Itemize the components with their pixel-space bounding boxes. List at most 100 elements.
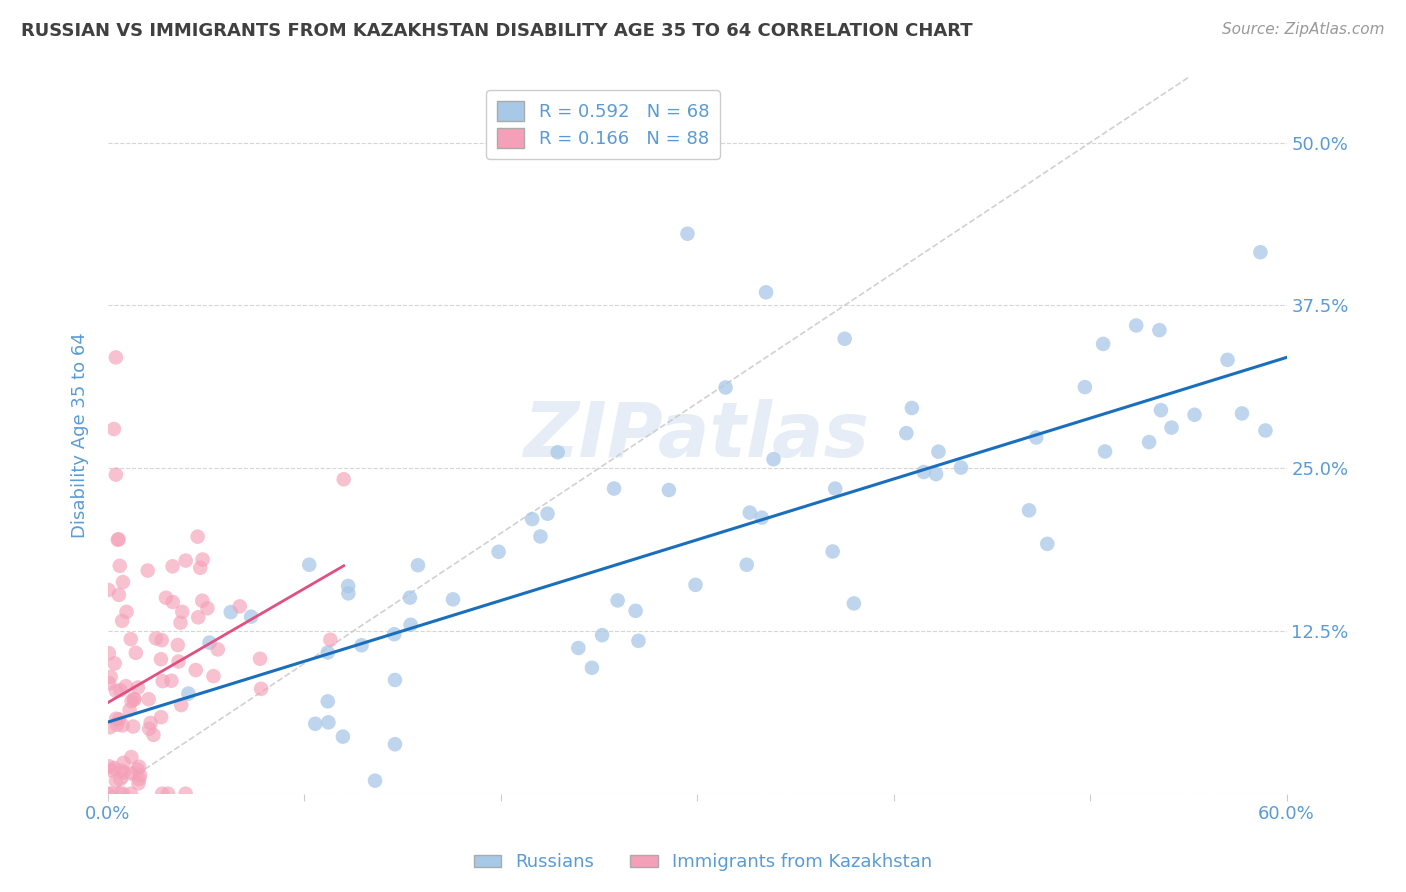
Immigrants from Kazakhstan xyxy=(100,670,122,684)
Immigrants from Kazakhstan xyxy=(118,703,141,717)
Immigrants from Kazakhstan xyxy=(103,761,125,775)
Immigrants from Kazakhstan xyxy=(128,760,150,774)
Immigrants from Kazakhstan xyxy=(120,750,142,764)
Immigrants from Kazakhstan xyxy=(160,673,183,688)
Immigrants from Kazakhstan xyxy=(129,768,152,782)
Immigrants from Kazakhstan xyxy=(104,773,127,788)
Immigrants from Kazakhstan xyxy=(122,692,145,706)
Immigrants from Kazakhstan xyxy=(121,694,143,708)
Immigrants from Kazakhstan xyxy=(202,669,225,683)
Immigrants from Kazakhstan xyxy=(110,787,132,801)
Russians xyxy=(1074,380,1097,394)
Immigrants from Kazakhstan xyxy=(105,717,128,731)
Russians xyxy=(1254,424,1277,438)
Russians xyxy=(824,482,846,496)
Immigrants from Kazakhstan xyxy=(197,601,219,615)
Immigrants from Kazakhstan xyxy=(157,787,180,801)
Immigrants from Kazakhstan xyxy=(187,530,209,544)
Immigrants from Kazakhstan xyxy=(98,676,121,690)
Russians xyxy=(384,673,406,687)
Immigrants from Kazakhstan xyxy=(111,787,134,801)
Russians xyxy=(441,592,464,607)
Immigrants from Kazakhstan xyxy=(162,595,184,609)
Russians xyxy=(1094,444,1116,458)
Russians xyxy=(1092,337,1115,351)
Russians xyxy=(399,591,422,605)
Russians xyxy=(751,510,773,524)
Russians xyxy=(1160,420,1182,434)
Russians xyxy=(627,633,650,648)
Immigrants from Kazakhstan xyxy=(97,787,120,801)
Immigrants from Kazakhstan xyxy=(150,787,173,801)
Russians xyxy=(927,444,949,458)
Immigrants from Kazakhstan xyxy=(229,599,252,614)
Russians xyxy=(567,640,589,655)
Immigrants from Kazakhstan xyxy=(112,766,135,780)
Russians xyxy=(240,609,263,624)
Russians xyxy=(738,506,761,520)
Immigrants from Kazakhstan xyxy=(172,605,194,619)
Russians xyxy=(198,635,221,649)
Immigrants from Kazakhstan xyxy=(104,467,127,482)
Russians xyxy=(536,507,558,521)
Immigrants from Kazakhstan xyxy=(191,593,214,607)
Russians xyxy=(1125,318,1147,333)
Immigrants from Kazakhstan xyxy=(162,559,184,574)
Immigrants from Kazakhstan xyxy=(111,764,134,778)
Russians xyxy=(219,605,242,619)
Russians xyxy=(834,332,856,346)
Russians xyxy=(842,596,865,610)
Immigrants from Kazakhstan xyxy=(103,422,125,436)
Immigrants from Kazakhstan xyxy=(207,642,229,657)
Immigrants from Kazakhstan xyxy=(105,712,128,726)
Immigrants from Kazakhstan xyxy=(111,575,134,590)
Russians xyxy=(316,645,339,659)
Russians xyxy=(1149,323,1171,337)
Russians xyxy=(925,467,948,482)
Immigrants from Kazakhstan xyxy=(152,674,174,689)
Russians xyxy=(950,460,973,475)
Russians xyxy=(685,578,707,592)
Russians xyxy=(676,227,699,241)
Immigrants from Kazakhstan xyxy=(108,558,131,573)
Russians xyxy=(399,617,422,632)
Immigrants from Kazakhstan xyxy=(108,588,131,602)
Immigrants from Kazakhstan xyxy=(98,720,121,734)
Russians xyxy=(1025,430,1047,444)
Immigrants from Kazakhstan xyxy=(97,646,120,660)
Russians xyxy=(364,773,387,788)
Russians xyxy=(624,604,647,618)
Legend: Russians, Immigrants from Kazakhstan: Russians, Immigrants from Kazakhstan xyxy=(467,847,939,879)
Russians xyxy=(658,483,681,497)
Immigrants from Kazakhstan xyxy=(110,683,132,698)
Russians xyxy=(384,737,406,751)
Immigrants from Kazakhstan xyxy=(104,683,127,698)
Russians xyxy=(591,628,613,642)
Russians xyxy=(1137,435,1160,450)
Russians xyxy=(316,694,339,708)
Immigrants from Kazakhstan xyxy=(100,764,122,778)
Immigrants from Kazakhstan xyxy=(166,638,188,652)
Russians xyxy=(821,544,844,558)
Immigrants from Kazakhstan xyxy=(139,715,162,730)
Immigrants from Kazakhstan xyxy=(167,655,190,669)
Immigrants from Kazakhstan xyxy=(174,787,197,801)
Russians xyxy=(382,627,405,641)
Russians xyxy=(1018,503,1040,517)
Immigrants from Kazakhstan xyxy=(138,692,160,706)
Text: RUSSIAN VS IMMIGRANTS FROM KAZAKHSTAN DISABILITY AGE 35 TO 64 CORRELATION CHART: RUSSIAN VS IMMIGRANTS FROM KAZAKHSTAN DI… xyxy=(21,22,973,40)
Immigrants from Kazakhstan xyxy=(104,351,127,365)
Russians xyxy=(177,687,200,701)
Immigrants from Kazakhstan xyxy=(107,533,129,547)
Text: ZIPatlas: ZIPatlas xyxy=(524,399,870,473)
Russians xyxy=(1249,245,1271,260)
Immigrants from Kazakhstan xyxy=(104,657,127,671)
Russians xyxy=(735,558,758,572)
Russians xyxy=(332,730,354,744)
Immigrants from Kazakhstan xyxy=(120,766,142,780)
Immigrants from Kazakhstan xyxy=(149,652,172,666)
Immigrants from Kazakhstan xyxy=(120,787,142,801)
Russians xyxy=(298,558,321,572)
Russians xyxy=(755,285,778,300)
Immigrants from Kazakhstan xyxy=(332,472,354,486)
